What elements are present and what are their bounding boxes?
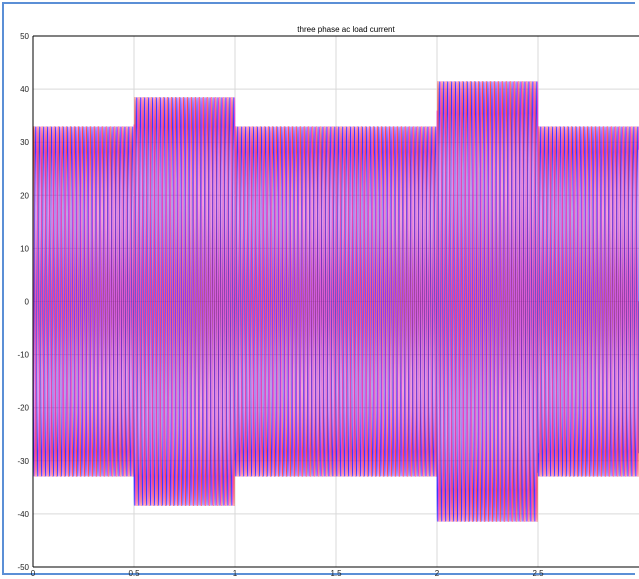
y-tick-label: 20 bbox=[20, 191, 29, 200]
x-tick-label: 2 bbox=[435, 569, 440, 578]
axes bbox=[32, 35, 639, 568]
y-tick-label: -20 bbox=[17, 404, 29, 413]
x-tick-label: 1.5 bbox=[330, 569, 342, 578]
series-layer bbox=[32, 81, 639, 522]
y-tick-label: -30 bbox=[17, 457, 29, 466]
series-line-phase-3 bbox=[32, 81, 639, 522]
y-tick-label: -10 bbox=[17, 351, 29, 360]
x-tick-label: 2.5 bbox=[532, 569, 544, 578]
series-line-phase-1 bbox=[32, 81, 639, 522]
y-tick-label: 30 bbox=[20, 138, 29, 147]
x-tick-label: 1 bbox=[233, 569, 238, 578]
y-tick-label: 50 bbox=[20, 32, 29, 41]
tick-labels: 0 0.5 1 1.5 2 2.5 -50 -40 -30 -20 -10 0 10 20 30 40 50 bbox=[17, 32, 544, 578]
x-tick-label: 0.5 bbox=[128, 569, 140, 578]
y-tick-label: -40 bbox=[17, 510, 29, 519]
series-line-phase-2 bbox=[32, 81, 639, 522]
y-tick-label: -50 bbox=[17, 563, 29, 572]
y-tick-label: 10 bbox=[20, 244, 29, 253]
y-tick-label: 0 bbox=[25, 298, 30, 307]
chart-title: three phase ac load current bbox=[297, 25, 395, 34]
y-tick-label: 40 bbox=[20, 85, 29, 94]
x-tick-label: 0 bbox=[31, 569, 36, 578]
